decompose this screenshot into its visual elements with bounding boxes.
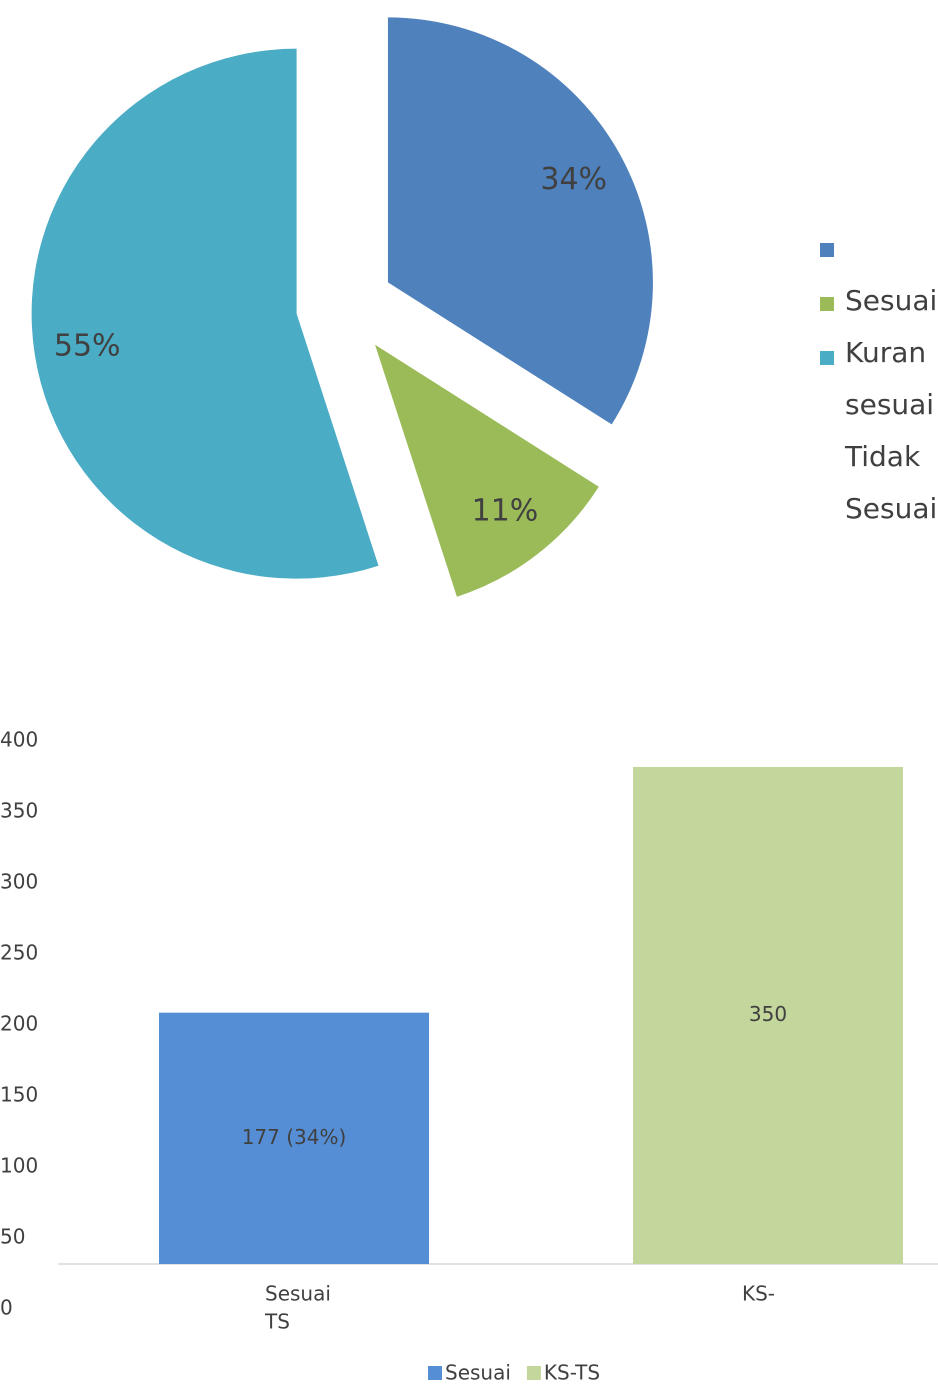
x-tick-label: TS bbox=[264, 1310, 290, 1334]
data-label: 11% bbox=[472, 494, 539, 529]
y-tick-label: 50 bbox=[0, 1225, 25, 1249]
data-label: 177 (34%) bbox=[242, 1125, 347, 1149]
y-tick-label: 350 bbox=[0, 799, 38, 823]
legend-text: Kuran bbox=[845, 336, 926, 369]
data-label: 350 bbox=[749, 1002, 787, 1026]
legend-marker bbox=[820, 243, 834, 257]
legend-text: Sesuai bbox=[845, 284, 937, 317]
y-tick-label: 100 bbox=[0, 1154, 38, 1178]
legend-text: Sesuai bbox=[445, 1361, 511, 1385]
legend-text: KS-TS bbox=[544, 1361, 600, 1385]
legend-text: Tidak bbox=[844, 440, 921, 473]
legend-text: sesuai bbox=[845, 388, 934, 421]
y-tick-label: 400 bbox=[0, 728, 38, 752]
bar bbox=[633, 767, 903, 1264]
data-label: 34% bbox=[540, 162, 607, 197]
legend-marker bbox=[820, 297, 834, 311]
pie-slice bbox=[31, 48, 379, 579]
x-tick-label: Sesuai bbox=[265, 1282, 331, 1306]
legend-marker bbox=[820, 351, 834, 365]
pie-slice bbox=[387, 17, 653, 425]
bar bbox=[159, 1012, 429, 1264]
legend-marker bbox=[526, 1366, 541, 1380]
y-tick-label: 150 bbox=[0, 1083, 38, 1107]
y-tick-label: 300 bbox=[0, 870, 38, 894]
legend-marker bbox=[428, 1366, 442, 1380]
legend-text: Sesuai bbox=[845, 492, 937, 525]
y-tick-label: 250 bbox=[0, 941, 38, 965]
x-tick-label: KS- bbox=[742, 1282, 775, 1306]
data-label: 55% bbox=[54, 328, 121, 363]
pie-slice bbox=[375, 344, 599, 597]
y-tick-label: 200 bbox=[0, 1012, 38, 1036]
y-tick-label: 0 bbox=[0, 1296, 13, 1320]
